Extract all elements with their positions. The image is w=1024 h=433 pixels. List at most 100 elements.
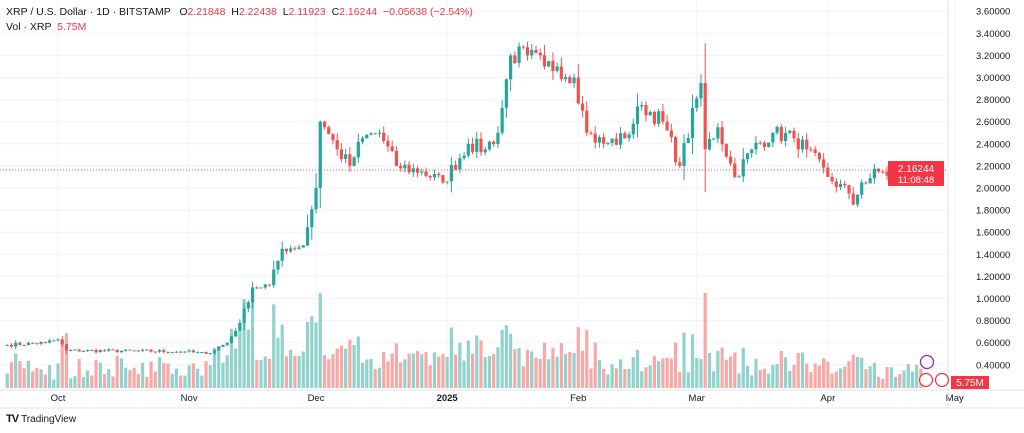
volume-bar bbox=[360, 362, 365, 388]
candle-body bbox=[716, 127, 720, 139]
candle-body bbox=[411, 168, 415, 173]
candle-body bbox=[585, 110, 589, 133]
candle-body bbox=[297, 247, 301, 249]
volume-bar bbox=[462, 360, 466, 388]
candle-body bbox=[267, 284, 272, 286]
volume-bar bbox=[335, 348, 339, 388]
volume-bar bbox=[458, 342, 462, 388]
candle-body bbox=[631, 123, 635, 135]
candle-body bbox=[441, 175, 445, 183]
volume-bar bbox=[18, 361, 22, 388]
candle-body bbox=[750, 149, 754, 154]
volume-bar bbox=[830, 373, 834, 388]
volume-bar bbox=[14, 353, 18, 388]
volume-bar bbox=[35, 367, 39, 388]
volume-bar bbox=[665, 357, 669, 388]
candle-body bbox=[166, 351, 170, 353]
tradingview-logo[interactable]: TV TradingView bbox=[6, 413, 76, 425]
volume-bar bbox=[775, 364, 779, 388]
volume-bar bbox=[284, 356, 289, 388]
volume-bar bbox=[428, 365, 432, 388]
volume-bar bbox=[559, 343, 563, 388]
volume-bar bbox=[864, 369, 868, 388]
candle-body bbox=[530, 49, 534, 56]
candle-body bbox=[572, 77, 576, 84]
volume-bar bbox=[145, 376, 149, 388]
volume-bar bbox=[81, 377, 85, 388]
open-label: O bbox=[179, 6, 188, 18]
volume-bar bbox=[234, 348, 238, 388]
us-flag-event-icon[interactable] bbox=[918, 372, 934, 388]
candle-body bbox=[195, 352, 200, 354]
candle-body bbox=[390, 146, 394, 151]
x-tick-label: Dec bbox=[308, 393, 325, 404]
candle-body bbox=[686, 137, 690, 144]
candle-body bbox=[775, 126, 779, 133]
volume-bar bbox=[26, 360, 30, 388]
volume-bar bbox=[200, 375, 204, 388]
volume-bar bbox=[606, 374, 610, 388]
volume-bar bbox=[394, 343, 398, 388]
symbol-title[interactable]: XRP / U.S. Dollar · 1D · BITSTAMP bbox=[6, 6, 171, 18]
candle-body bbox=[77, 349, 81, 352]
volume-bar bbox=[788, 370, 792, 388]
volume-bar bbox=[783, 357, 788, 388]
candle-body bbox=[234, 330, 238, 337]
volume-bar bbox=[762, 368, 767, 388]
candle-body bbox=[102, 350, 107, 352]
candle-body bbox=[644, 105, 648, 116]
volume-bar bbox=[170, 373, 174, 388]
volume-label[interactable]: Vol · XRP bbox=[6, 21, 52, 33]
volume-bar bbox=[86, 370, 90, 388]
volume-bar bbox=[318, 293, 322, 388]
volume-bar bbox=[344, 348, 348, 388]
candle-body bbox=[652, 111, 657, 124]
candle-body bbox=[847, 185, 851, 194]
candle-body bbox=[162, 350, 166, 352]
volume-bar bbox=[834, 371, 838, 388]
candle-body bbox=[369, 133, 373, 135]
low-value: 2.11923 bbox=[288, 6, 326, 18]
lightning-event-icon[interactable] bbox=[919, 354, 935, 370]
candle-body bbox=[310, 209, 314, 228]
volume-bar bbox=[454, 354, 458, 388]
volume-bar bbox=[690, 334, 695, 388]
candle-body bbox=[699, 83, 703, 99]
candle-body bbox=[217, 346, 221, 351]
volume-bar bbox=[623, 369, 627, 388]
candle-body bbox=[767, 142, 771, 147]
price-chart[interactable]: 3.60000 3.40000 3.20000 3.00000 2.80000 2.600… bbox=[0, 0, 1024, 410]
volume-bar bbox=[805, 363, 809, 388]
candle-body bbox=[305, 227, 310, 246]
volume-bar bbox=[898, 374, 902, 388]
volume-bar bbox=[593, 342, 597, 388]
candle-body bbox=[580, 103, 585, 111]
volume-bar bbox=[695, 357, 699, 388]
candle-body bbox=[420, 171, 424, 173]
volume-bar bbox=[238, 327, 242, 388]
candle-body bbox=[564, 77, 568, 80]
candle-body bbox=[22, 344, 26, 346]
candle-body bbox=[221, 344, 225, 347]
volume-bar bbox=[724, 359, 728, 388]
volume-bar bbox=[669, 358, 673, 388]
volume-bar bbox=[597, 360, 602, 388]
candle-body bbox=[509, 55, 513, 80]
candle-body bbox=[111, 349, 115, 351]
candle-body bbox=[610, 138, 614, 143]
candle-body bbox=[728, 156, 733, 164]
volume-bar bbox=[496, 347, 500, 388]
volume-bar bbox=[627, 368, 631, 388]
candle-body bbox=[424, 171, 428, 177]
volume-bar bbox=[517, 348, 521, 388]
candle-body bbox=[809, 149, 813, 151]
volume-bar bbox=[877, 376, 881, 388]
close-label: C bbox=[331, 6, 340, 18]
candle-body bbox=[301, 245, 305, 248]
current-price-label-bg bbox=[888, 161, 944, 187]
change-value: −0.05638 (−2.54%) bbox=[382, 6, 473, 18]
candle-body bbox=[183, 351, 187, 353]
y-tick-label: 2.20000 bbox=[976, 161, 1010, 172]
candle-body bbox=[208, 353, 212, 355]
us-flag-event-icon[interactable] bbox=[934, 372, 950, 388]
